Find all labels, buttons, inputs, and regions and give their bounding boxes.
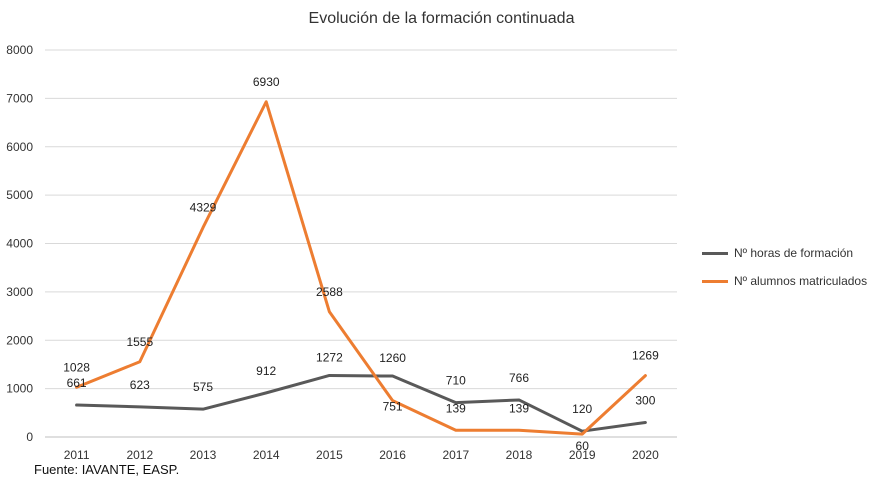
- series-lines: [75, 100, 647, 436]
- x-tick-label: 2013: [190, 448, 217, 462]
- y-tick-label: 6000: [6, 140, 33, 154]
- y-tick-label: 8000: [6, 43, 33, 57]
- data-labels: 661 623 575 912 1272 1260 710 766 120 300 1028 1555…: [63, 75, 659, 453]
- legend: Nº horas de formación Nº alumnos matricu…: [702, 244, 867, 300]
- data-label: 751: [383, 400, 403, 414]
- data-label: 1272: [316, 350, 343, 364]
- data-label: 1269: [632, 349, 659, 363]
- grid-lines: [45, 49, 677, 438]
- x-tick-label: 2017: [442, 448, 469, 462]
- data-label: 912: [256, 364, 276, 378]
- y-tick-label: 1000: [6, 382, 33, 396]
- x-tick-label: 2019: [569, 448, 596, 462]
- legend-item-horas: Nº horas de formación: [702, 244, 867, 262]
- y-tick-label: 4000: [6, 237, 33, 251]
- chart-title: Evolución de la formación continuada: [308, 10, 575, 27]
- data-label: 1260: [379, 351, 406, 365]
- data-label: 60: [576, 439, 590, 453]
- x-tick-label: 2012: [126, 448, 153, 462]
- data-label: 661: [67, 376, 87, 390]
- data-label: 6930: [253, 75, 280, 89]
- data-label: 4329: [190, 201, 217, 215]
- y-tick-label: 5000: [6, 188, 33, 202]
- y-tick-label: 3000: [6, 285, 33, 299]
- data-label: 575: [193, 380, 213, 394]
- data-label: 1028: [63, 360, 90, 374]
- legend-label-alumnos: Nº alumnos matriculados: [734, 274, 868, 288]
- legend-label-horas: Nº horas de formación: [734, 246, 854, 260]
- data-label: 2588: [316, 285, 343, 299]
- legend-item-alumnos: Nº alumnos matriculados: [702, 272, 867, 290]
- data-label: 120: [572, 402, 592, 416]
- data-label: 139: [446, 401, 466, 415]
- x-tick-label: 2011: [64, 448, 90, 462]
- data-label: 766: [509, 371, 529, 385]
- y-tick-label: 0: [26, 430, 33, 444]
- data-label: 710: [446, 374, 466, 388]
- legend-swatch-horas: [702, 251, 728, 255]
- x-tick-label: 2020: [632, 448, 659, 462]
- x-axis: 2011 2012 2013 2014 2015 2016 2017 2018 2019 2020: [64, 448, 659, 462]
- data-label: 623: [130, 378, 150, 392]
- series-line-0: [75, 373, 647, 433]
- data-label: 139: [509, 401, 529, 415]
- x-tick-label: 2015: [316, 448, 343, 462]
- y-axis: 0 1000 2000 3000 4000 5000 6000 7000 8000: [6, 43, 33, 444]
- x-tick-label: 2018: [506, 448, 533, 462]
- data-label: 300: [635, 393, 655, 407]
- series-line-1: [75, 100, 647, 436]
- legend-swatch-alumnos: [702, 279, 728, 283]
- y-tick-label: 7000: [6, 91, 33, 105]
- data-label: 1555: [126, 335, 153, 349]
- y-tick-label: 2000: [6, 333, 33, 347]
- x-tick-label: 2016: [379, 448, 406, 462]
- source-note: Fuente: IAVANTE, EASP.: [34, 462, 180, 477]
- x-tick-label: 2014: [253, 448, 280, 462]
